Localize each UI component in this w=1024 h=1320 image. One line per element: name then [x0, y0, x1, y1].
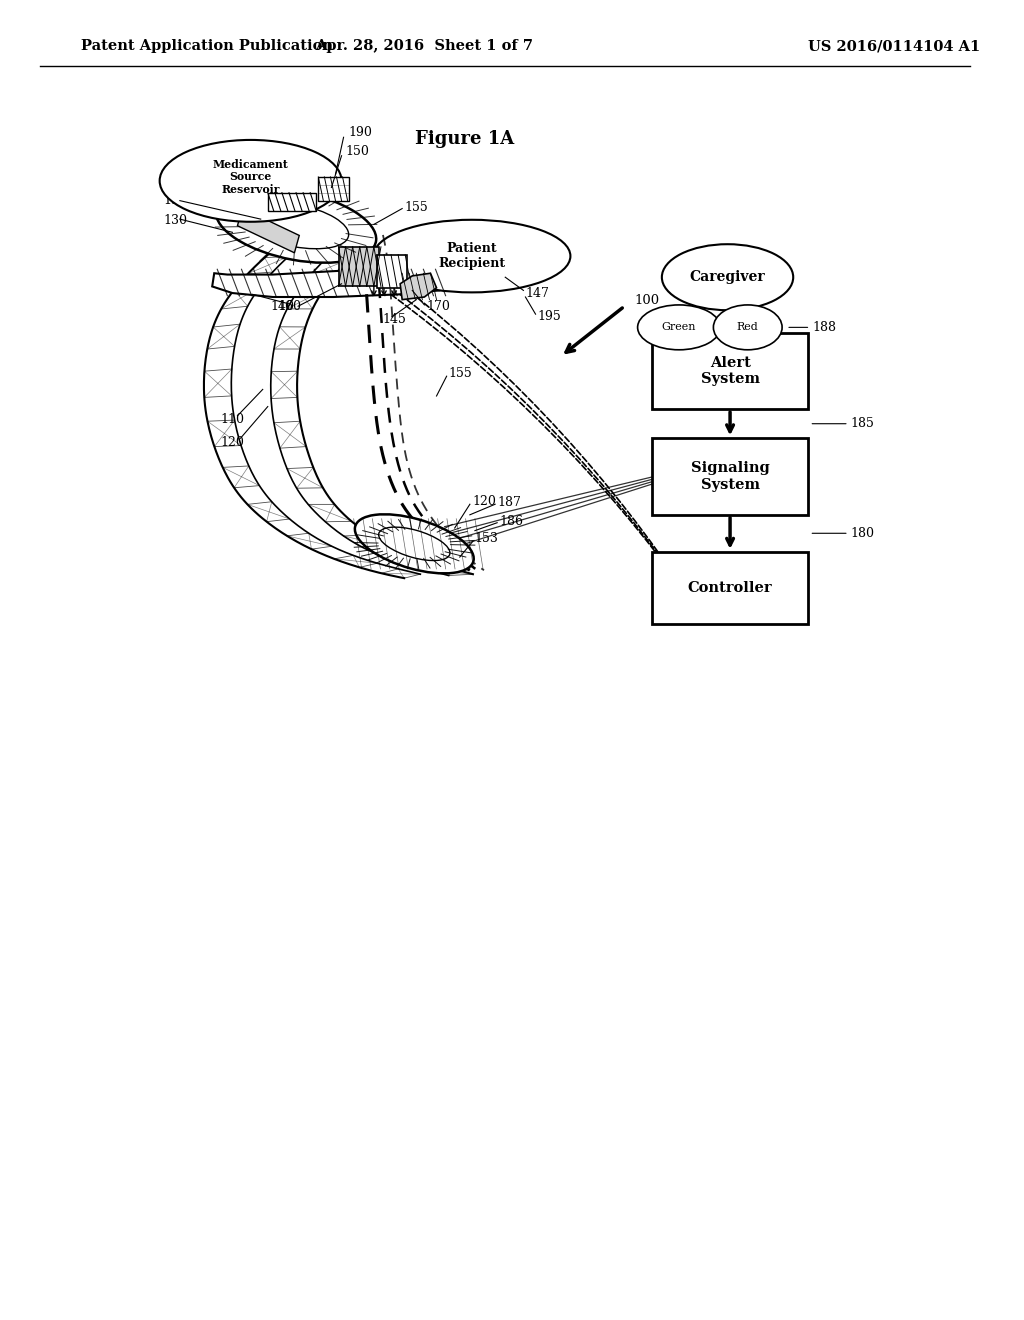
Ellipse shape: [355, 515, 474, 573]
Text: 140: 140: [270, 300, 295, 313]
Bar: [238, 209, 299, 253]
Text: 130: 130: [164, 214, 187, 227]
Ellipse shape: [374, 219, 570, 292]
Bar: [377, 255, 408, 288]
Text: 120: 120: [473, 495, 497, 508]
Bar: [339, 247, 379, 286]
Text: Medicament
Source
Reservoir: Medicament Source Reservoir: [213, 158, 289, 195]
Text: 135: 135: [164, 194, 187, 207]
Text: Apr. 28, 2016  Sheet 1 of 7: Apr. 28, 2016 Sheet 1 of 7: [315, 40, 534, 53]
Text: Red: Red: [737, 322, 759, 333]
Text: 185: 185: [851, 417, 874, 430]
Text: 120: 120: [220, 436, 244, 449]
Text: 188: 188: [812, 321, 837, 334]
Ellipse shape: [216, 189, 376, 263]
Text: 186: 186: [499, 515, 523, 528]
Text: Figure 1A: Figure 1A: [415, 129, 514, 148]
Text: Signaling
System: Signaling System: [691, 462, 769, 491]
Text: US 2016/0114104 A1: US 2016/0114104 A1: [808, 40, 981, 53]
Text: Patent Application Publication: Patent Application Publication: [81, 40, 333, 53]
Ellipse shape: [638, 305, 721, 350]
Bar: [651, 552, 808, 624]
Text: Controller: Controller: [688, 581, 772, 595]
Ellipse shape: [714, 305, 782, 350]
Text: 170: 170: [426, 300, 451, 313]
Text: 190: 190: [348, 125, 373, 139]
Text: 150: 150: [345, 145, 370, 158]
Ellipse shape: [379, 527, 450, 561]
Bar: [318, 177, 348, 201]
Text: 110: 110: [220, 413, 245, 426]
Bar: [651, 438, 808, 515]
Text: Alert
System: Alert System: [700, 356, 760, 385]
Text: Caregiver: Caregiver: [690, 271, 765, 284]
Text: Patient
Recipient: Patient Recipient: [438, 242, 506, 271]
Ellipse shape: [160, 140, 342, 222]
Polygon shape: [400, 273, 436, 300]
Text: 155: 155: [449, 367, 472, 380]
Text: 145: 145: [382, 313, 406, 326]
Bar: [651, 333, 808, 409]
Text: 160: 160: [278, 300, 302, 313]
Text: Green: Green: [662, 322, 696, 333]
Text: 100: 100: [635, 294, 659, 308]
Text: 187: 187: [497, 496, 521, 510]
Text: 180: 180: [851, 527, 874, 540]
Text: 195: 195: [538, 310, 561, 323]
Text: 153: 153: [475, 532, 499, 545]
Ellipse shape: [244, 203, 348, 248]
Polygon shape: [212, 267, 444, 297]
Text: 155: 155: [404, 201, 428, 214]
Text: 147: 147: [525, 286, 549, 300]
Bar: [267, 193, 316, 211]
Ellipse shape: [662, 244, 794, 310]
